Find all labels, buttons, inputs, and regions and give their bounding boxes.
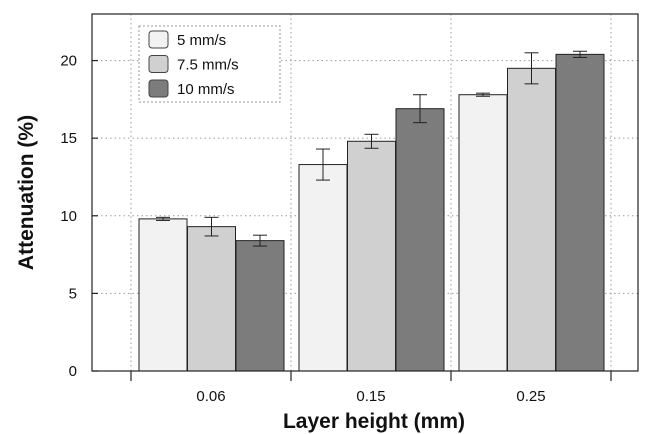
x-tick-label: 0.06 <box>196 388 225 405</box>
legend-swatch <box>148 30 169 49</box>
y-tick-label: 10 <box>60 208 77 225</box>
bar <box>138 218 188 372</box>
y-tick-label: 20 <box>60 53 77 70</box>
bar <box>298 164 348 372</box>
bar <box>458 94 508 372</box>
y-tick-label: 5 <box>69 285 77 302</box>
bar <box>347 140 396 372</box>
bar <box>395 108 445 372</box>
legend-swatch <box>148 79 169 98</box>
legend: 5 mm/s 7.5 mm/s 10 mm/s <box>138 25 281 103</box>
y-tick-label: 0 <box>69 363 77 380</box>
error-bars <box>156 50 587 247</box>
y-axis-title: Attenuation (%) <box>15 115 38 270</box>
plot-frame <box>91 13 639 372</box>
legend-swatch <box>148 55 169 73</box>
bar <box>555 53 605 372</box>
x-tick-label: 0.15 <box>356 388 385 405</box>
x-axis: 0.06 0.15 0.25 <box>130 371 612 405</box>
bar <box>235 240 285 372</box>
legend-label: 7.5 mm/s <box>177 57 239 74</box>
bar <box>507 67 556 372</box>
x-tick-label: 0.25 <box>516 388 545 405</box>
bar <box>187 226 236 372</box>
bars <box>138 53 605 372</box>
legend-label: 10 mm/s <box>177 81 235 98</box>
y-axis: 0 5 10 15 20 <box>60 53 98 380</box>
legend-label: 5 mm/s <box>177 32 226 49</box>
x-axis-title: Layer height (mm) <box>283 410 465 433</box>
y-tick-label: 15 <box>60 130 77 147</box>
